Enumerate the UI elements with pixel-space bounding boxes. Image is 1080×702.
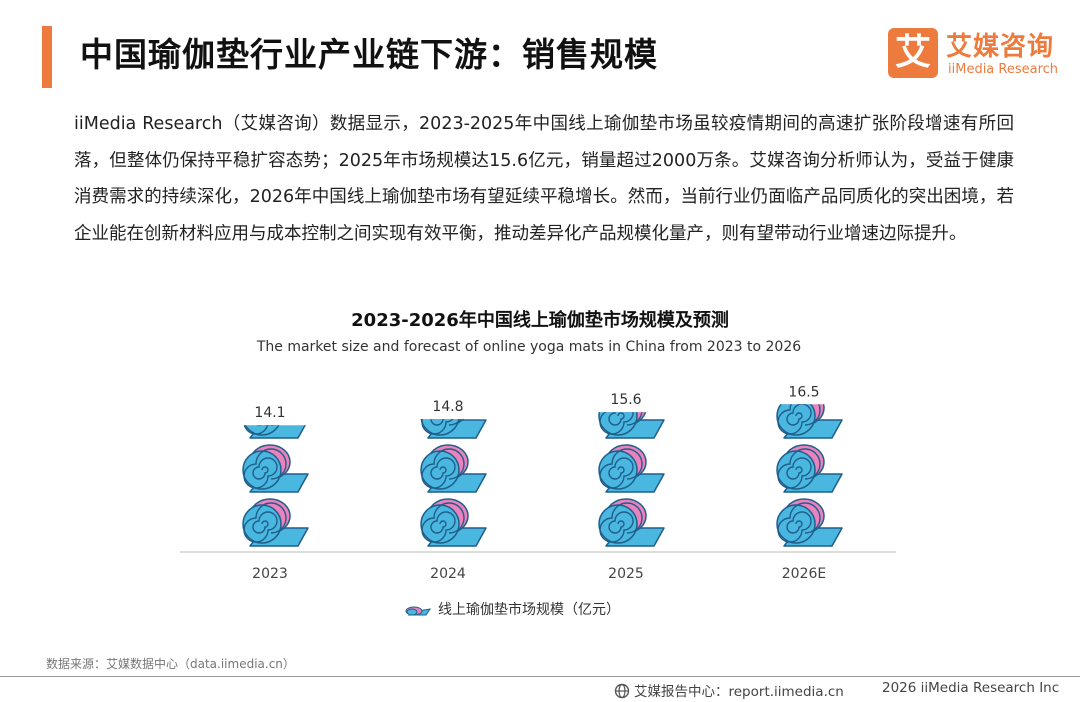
logo-cn-text: 艾媒咨询 (946, 32, 1055, 62)
logo-mark-icon: 艾 (888, 28, 938, 78)
chart-title: 2023-2026年中国线上瑜伽垫市场规模及预测 (351, 310, 729, 331)
yoga-mat-icon (776, 444, 843, 493)
brand-logo: 艾 艾媒咨询 iiMedia Research (888, 26, 1068, 82)
yoga-mat-icon (598, 444, 665, 493)
yoga-mat-icon (420, 419, 487, 439)
logo-en-text: iiMedia Research (948, 62, 1059, 77)
page-title: 中国瑜伽垫行业产业链下游：销售规模 (80, 35, 658, 74)
yoga-mat-icon (598, 412, 665, 439)
yoga-mat-icon (243, 425, 306, 439)
intro-paragraph: iiMedia Research（艾媒咨询）数据显示，2023-2025年中国线… (74, 114, 1014, 244)
title-accent-bar (42, 26, 52, 88)
chart-subtitle: The market size and forecast of online y… (256, 339, 802, 355)
yoga-mat-icon (598, 498, 665, 547)
yoga-mat-icon (242, 444, 309, 493)
globe-icon (614, 683, 630, 699)
yoga-mat-icon (420, 498, 487, 547)
category-label: 2025 (608, 566, 644, 582)
value-label: 16.5 (788, 384, 819, 400)
yoga-mat-icon (776, 404, 843, 439)
category-label: 2026E (782, 566, 826, 582)
legend-label: 线上瑜伽垫市场规模（亿元） (438, 602, 620, 618)
value-label: 14.8 (432, 399, 463, 415)
legend-yoga-mat-icon (405, 606, 432, 616)
category-label: 2023 (252, 566, 288, 582)
value-label: 14.1 (254, 405, 285, 421)
footer-report-text: 艾媒报告中心：report.iimedia.cn (634, 684, 844, 700)
footer-report-center: 艾媒报告中心：report.iimedia.cn (614, 680, 844, 700)
footer-divider (0, 676, 1080, 677)
yoga-mat-icon (776, 498, 843, 547)
footer-copyright: 2026 iiMedia Research Inc (882, 680, 1060, 696)
pictograph-chart: 14.1 2023 14.8 2024 15.6 2025 16.5 2026E (180, 384, 896, 582)
data-source: 数据来源：艾媒数据中心（data.iimedia.cn） (46, 657, 295, 671)
value-label: 15.6 (610, 392, 641, 408)
yoga-mat-icon (242, 498, 309, 547)
category-label: 2024 (430, 566, 466, 582)
yoga-mat-icon (420, 444, 487, 493)
